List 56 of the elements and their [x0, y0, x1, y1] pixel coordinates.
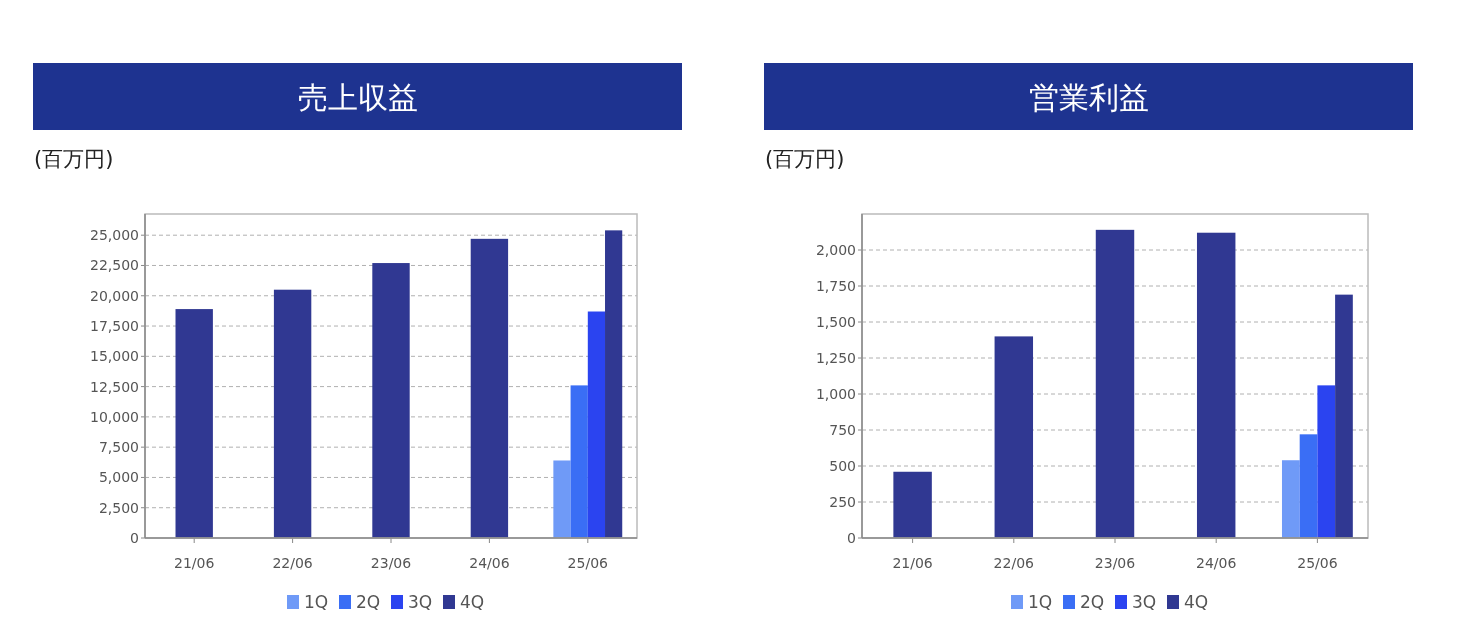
legend-label: 1Q: [1028, 592, 1053, 612]
bar: [1317, 385, 1336, 538]
x-tick-label: 25/06: [1297, 555, 1338, 571]
legend-label: 2Q: [356, 592, 381, 612]
y-tick-label: 1,500: [815, 314, 856, 330]
y-tick-label: 2,500: [98, 499, 139, 516]
x-tick-label: 21/06: [892, 555, 933, 571]
x-tick-label: 23/06: [370, 555, 412, 571]
bar: [1095, 229, 1135, 538]
legend-label: 4Q: [1184, 592, 1209, 612]
y-tick-label: 500: [829, 458, 856, 474]
legend-label: 3Q: [1132, 592, 1157, 612]
bar: [994, 336, 1034, 538]
x-tick-label: 25/06: [567, 555, 609, 571]
x-tick-label: 23/06: [1094, 555, 1136, 571]
y-tick-label: 0: [130, 530, 139, 546]
y-tick-label: 25,000: [90, 227, 139, 244]
bar: [1196, 232, 1236, 538]
y-axis-title: (百万円): [34, 147, 114, 171]
y-tick-label: 1,000: [815, 386, 856, 402]
bar: [470, 238, 509, 538]
chart-title: 営業利益: [1028, 80, 1149, 115]
x-tick-label: 24/06: [469, 555, 510, 571]
y-tick-label: 0: [847, 530, 856, 546]
bar: [553, 460, 571, 538]
bar: [273, 289, 312, 538]
legend-label: 2Q: [1080, 592, 1105, 612]
y-tick-label: 22,500: [90, 257, 139, 274]
y-tick-label: 750: [829, 422, 856, 438]
x-tick-label: 22/06: [993, 555, 1035, 571]
y-tick-label: 250: [829, 494, 856, 510]
bar: [587, 311, 606, 538]
x-tick-label: 24/06: [1196, 555, 1237, 571]
bar: [570, 385, 588, 538]
y-tick-label: 10,000: [90, 408, 139, 425]
y-tick-label: 1,250: [815, 350, 856, 366]
y-tick-label: 15,000: [90, 348, 139, 365]
bar: [372, 263, 410, 538]
y-tick-label: 2,000: [815, 242, 856, 258]
y-axis-title: (百万円): [765, 147, 845, 171]
y-tick-label: 7,500: [98, 439, 139, 456]
x-tick-label: 21/06: [174, 555, 215, 571]
legend-label: 4Q: [460, 592, 485, 612]
y-tick-label: 1,750: [815, 278, 856, 294]
legend-label: 3Q: [408, 592, 433, 612]
bar: [1281, 460, 1300, 538]
bar: [893, 471, 932, 538]
x-tick-label: 22/06: [272, 555, 313, 571]
y-tick-label: 20,000: [90, 287, 139, 304]
y-tick-label: 5,000: [98, 469, 139, 486]
y-tick-label: 12,500: [90, 378, 139, 395]
y-tick-label: 17,500: [90, 318, 139, 335]
chart-title: 売上収益: [297, 80, 418, 115]
bar: [1299, 434, 1318, 538]
bar: [175, 309, 213, 538]
legend-label: 1Q: [304, 592, 329, 612]
